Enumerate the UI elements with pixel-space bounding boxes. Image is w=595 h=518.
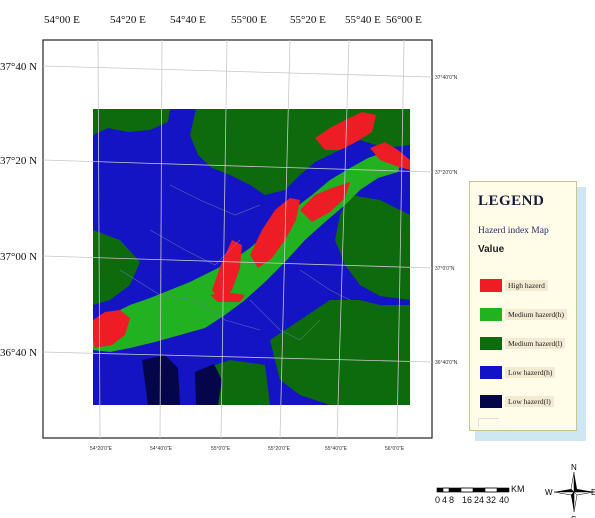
legend-subtitle: Hazerd index Map <box>478 226 549 236</box>
bottom-small-label: 55°0'0"E <box>211 446 231 452</box>
scale-tick: 16 <box>462 495 473 505</box>
high-hazard-patch-6 <box>370 142 410 170</box>
legend-item: Medium hazerd(l) <box>480 337 575 351</box>
compass-w: W <box>545 488 553 497</box>
legend-item: Medium hazerd(h) <box>480 308 575 322</box>
compass-n: N <box>571 463 577 472</box>
left-label: 37°00 N <box>0 251 37 263</box>
district-boundaries <box>119 184 351 341</box>
bottom-small-label: 55°20'0"E <box>268 446 291 452</box>
top-label: 55°40 E <box>345 14 381 26</box>
right-small-labels: 37°40'0"N 37°20'0"N 37°0'0"N 36°40'0"N <box>435 75 458 366</box>
scale-unit: KM <box>511 484 525 494</box>
legend-item: High hazerd <box>480 279 575 293</box>
legend-item-label: High hazerd <box>505 280 548 291</box>
low-hazard-l-area <box>142 355 180 405</box>
right-small-label: 37°20'0"N <box>435 170 458 176</box>
bottom-small-label: 54°20'0"E <box>90 446 113 452</box>
left-label: 36°40 N <box>0 347 37 359</box>
compass-s: S <box>571 515 576 518</box>
medium-hazard-l-right <box>335 195 410 300</box>
scale-tick: 40 <box>499 495 510 505</box>
top-label: 54°00 E <box>44 14 80 26</box>
medium-hazard-l-top-left <box>93 109 170 135</box>
high-hazard-patch-5 <box>315 112 376 150</box>
scale-tick: 0 <box>435 495 441 505</box>
legend-item-label: Medium hazerd(h) <box>505 309 568 320</box>
left-label: 37°40 N <box>0 61 37 73</box>
legend-item: Low hazerd(l) <box>480 395 575 409</box>
top-label: 54°20 E <box>110 14 146 26</box>
legend-item-label: Low hazerd(l) <box>505 396 554 407</box>
scale-tick: 32 <box>486 495 497 505</box>
legend-item-label: Low hazerd(h) <box>505 367 556 378</box>
left-label: 37°20 N <box>0 155 37 167</box>
top-label: 56°00 E <box>386 14 422 26</box>
legend-value-label: Value <box>478 244 505 255</box>
top-label: 54°40 E <box>170 14 206 26</box>
bottom-small-label: 54°40'0"E <box>150 446 173 452</box>
legend-swatch <box>480 279 502 292</box>
north-arrow-icon: N S W E <box>545 463 595 518</box>
high-hazard-patch-4 <box>300 182 350 222</box>
legend-swatch <box>480 395 502 408</box>
scale-tick: 4 <box>442 495 448 505</box>
scale-tick: 8 <box>449 495 455 505</box>
right-small-label: 37°40'0"N <box>435 75 458 81</box>
legend-title: LEGEND <box>478 193 545 209</box>
high-hazard-patch-1 <box>93 310 130 348</box>
top-longitude-labels: 54°00 E 54°20 E 54°40 E 55°00 E 55°20 E … <box>44 14 422 26</box>
bottom-small-labels: 54°20'0"E 54°40'0"E 55°0'0"E 55°20'0"E 5… <box>90 446 405 452</box>
legend-item: Low hazerd(h) <box>480 366 575 380</box>
scale-bar <box>436 487 510 493</box>
legend-swatch <box>480 337 502 350</box>
medium-hazard-l-bottom-right <box>270 300 410 405</box>
compass-e: E <box>591 488 595 497</box>
hazard-raster <box>93 109 410 405</box>
right-small-label: 36°40'0"N <box>435 360 458 366</box>
legend-bottom-mark <box>478 418 499 427</box>
scale-tick: 24 <box>474 495 485 505</box>
bottom-small-label: 55°40'0"E <box>325 446 348 452</box>
top-label: 55°00 E <box>231 14 267 26</box>
legend-swatch <box>480 308 502 321</box>
legend-item-label: Medium hazerd(l) <box>505 338 566 349</box>
top-label: 55°20 E <box>290 14 326 26</box>
right-small-label: 37°0'0"N <box>435 266 455 272</box>
legend-panel: LEGEND Hazerd index Map Value High hazer… <box>469 181 577 431</box>
graticule <box>42 39 433 439</box>
high-hazard-patch-2 <box>212 240 242 302</box>
medium-hazard-l-left <box>93 230 140 305</box>
legend-swatch <box>480 366 502 379</box>
bottom-small-label: 56°0'0"E <box>385 446 405 452</box>
high-hazard-patch-3 <box>250 198 300 268</box>
high-hazard-patch-7 <box>210 292 245 302</box>
left-latitude-labels: 37°40 N 37°20 N 37°00 N 36°40 N <box>0 61 37 359</box>
low-hazard-l-area-2 <box>195 364 222 405</box>
